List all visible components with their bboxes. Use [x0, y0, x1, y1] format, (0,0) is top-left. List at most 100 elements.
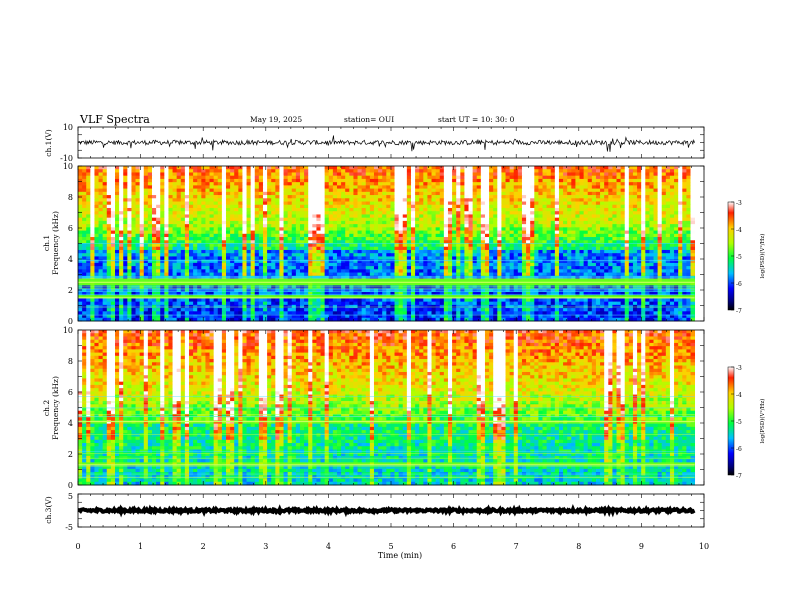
spectrogram-cell — [217, 256, 223, 261]
spectrogram-cell — [139, 188, 145, 193]
spectrogram-cell — [225, 256, 231, 261]
spectrogram-cell — [538, 224, 543, 228]
spectrogram-cell — [612, 266, 617, 270]
spectrogram-cell — [357, 220, 363, 225]
spectrogram-cell — [230, 198, 235, 202]
spectrogram-cell — [484, 207, 490, 212]
spectrogram-cell — [279, 266, 284, 270]
spectrogram-cell — [534, 230, 539, 235]
spectrogram-cell — [221, 172, 227, 177]
spectrogram-cell — [620, 259, 626, 264]
spectrogram-cell — [139, 204, 145, 209]
spectrogram-cell — [624, 188, 630, 193]
spectrogram-cell — [410, 262, 416, 267]
spectrogram-cell — [164, 185, 169, 190]
spectrogram-cell — [657, 172, 663, 177]
spectrogram-cell — [242, 253, 247, 257]
spectrogram-cell — [279, 237, 284, 241]
spectrogram-cell — [176, 195, 182, 199]
spectrogram-cell — [513, 217, 519, 222]
spectrogram-cell — [365, 227, 371, 231]
spectrogram-cell — [78, 172, 83, 177]
spectrogram-cell — [571, 224, 576, 228]
spectrogram-cell — [353, 256, 358, 261]
spectrogram-cell — [554, 166, 560, 170]
spectrogram-cell — [86, 204, 91, 209]
spectrogram-cell — [151, 166, 157, 170]
spectrogram-cell — [682, 195, 687, 199]
spectrogram-cell — [394, 217, 400, 222]
spectrogram-cell — [119, 195, 124, 199]
spectrogram-cell — [690, 185, 696, 190]
spectrogram-cell — [406, 227, 412, 231]
spectrogram-cell — [324, 266, 330, 270]
spectrogram-cell — [443, 220, 449, 225]
spectrogram-cell — [517, 201, 523, 206]
spectrogram-cell — [156, 191, 161, 196]
spectrogram-cell — [143, 182, 149, 186]
spectrogram-cell — [197, 214, 202, 219]
spectrogram-cell — [558, 191, 564, 196]
spectrogram-cell — [143, 253, 149, 257]
spectrogram-cell — [279, 224, 284, 228]
spectrogram-cell — [217, 201, 223, 206]
spectrogram-cell — [571, 214, 576, 219]
spectrogram-cell — [123, 253, 128, 257]
spectrogram-cell — [361, 204, 367, 209]
spectrogram-cell — [201, 191, 206, 196]
spectrogram-cell — [460, 227, 465, 231]
spectrogram-cell — [176, 211, 182, 215]
spectrogram-cell — [509, 230, 515, 235]
spectrogram-cell — [591, 217, 597, 222]
spectrogram-cell — [345, 182, 350, 186]
spectrogram-cell — [669, 166, 675, 170]
spectrogram-cell — [82, 185, 87, 190]
spectrogram-cell — [217, 188, 223, 193]
spectrogram-cell — [398, 214, 404, 219]
spectrogram-cell — [180, 191, 186, 196]
spectrogram-cell — [180, 211, 186, 215]
spectrogram-cell — [345, 233, 350, 238]
spectrogram-cell — [160, 220, 165, 225]
spectrogram-cell — [312, 166, 317, 170]
spectrogram-cell — [86, 191, 91, 196]
spectrogram-cell — [501, 233, 506, 238]
spectrogram-cell — [131, 191, 136, 196]
spectrogram-cell — [336, 182, 342, 186]
spectrogram-cell — [505, 243, 511, 248]
spectrogram-cell — [604, 243, 609, 248]
spectrogram-cell — [616, 211, 622, 215]
spectrogram-cell — [583, 220, 589, 225]
spectrogram-cell — [554, 185, 560, 190]
spectrogram-cell — [563, 166, 568, 170]
spectrogram-cell — [78, 256, 83, 261]
spectrogram-cell — [604, 259, 609, 264]
spectrogram-cell — [526, 178, 531, 183]
spectrogram-cell — [526, 266, 531, 270]
spectrogram-cell — [571, 227, 576, 231]
spectrogram-cell — [674, 169, 679, 173]
spectrogram-cell — [600, 195, 605, 199]
spectrogram-cell — [447, 178, 453, 183]
spectrogram-cell — [612, 191, 617, 196]
spectrogram-cell — [316, 166, 321, 170]
spectrogram-cell — [304, 207, 309, 212]
spectrogram-cell — [419, 220, 424, 225]
spectrogram-cell — [332, 259, 338, 264]
spectrogram-cell — [571, 195, 576, 199]
spectrogram-cell — [390, 262, 395, 267]
spectrogram-cell — [394, 169, 400, 173]
spectrogram-cell — [439, 246, 445, 251]
spectrogram-cell — [221, 195, 227, 199]
spectrogram-cell — [176, 214, 182, 219]
spectrogram-cell — [127, 201, 132, 206]
spectrogram-cell — [378, 233, 383, 238]
spectrogram-cell — [550, 262, 556, 267]
spectrogram-cell — [287, 262, 293, 267]
spectrogram-cell — [452, 188, 457, 193]
spectrogram-cell — [534, 182, 539, 186]
spectrogram-cell — [452, 259, 457, 264]
spectrogram-cell — [205, 233, 210, 238]
spectrogram-cell — [283, 178, 289, 183]
spectrogram-cell — [558, 249, 564, 254]
